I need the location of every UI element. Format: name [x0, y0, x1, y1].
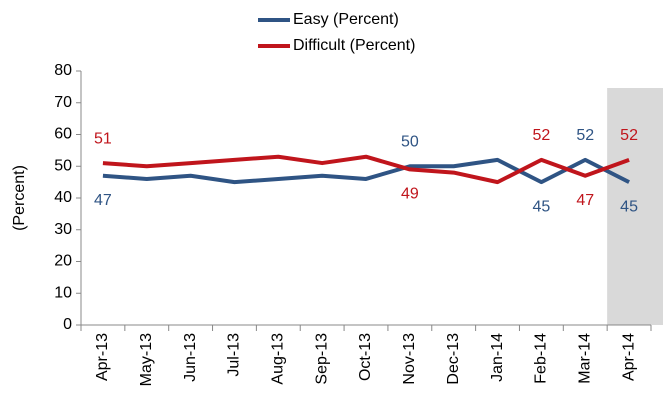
- x-tick-label: Apr-13: [94, 333, 111, 381]
- data-label: 45: [620, 198, 638, 215]
- y-tick-label: 50: [54, 157, 72, 174]
- y-axis-label: (Percent): [11, 165, 28, 231]
- x-tick-label: Mar-14: [576, 333, 593, 384]
- series-line: [102, 154, 630, 185]
- x-tick-label: Jan-14: [489, 333, 506, 382]
- y-tick-label: 0: [63, 316, 72, 333]
- y-tick-label: 20: [54, 253, 72, 270]
- data-label: 52: [532, 127, 550, 144]
- y-tick-label: 80: [54, 62, 72, 79]
- y-tick-label: 70: [54, 94, 72, 111]
- data-label: 52: [576, 127, 594, 144]
- data-label: 51: [94, 130, 112, 147]
- x-tick-label: Dec-13: [445, 333, 462, 385]
- data-label: 50: [401, 133, 419, 150]
- x-tick-label: Apr-14: [620, 333, 637, 381]
- series-line: [102, 157, 630, 185]
- x-tick-label: Oct-13: [357, 333, 374, 381]
- y-tick-label: 60: [54, 126, 72, 143]
- data-label: 47: [576, 192, 594, 209]
- y-tick-label: 30: [54, 221, 72, 238]
- x-tick-label: Aug-13: [270, 333, 287, 385]
- y-tick-label: 10: [54, 284, 72, 301]
- x-tick-label: Sep-13: [313, 333, 330, 385]
- x-tick-label: May-13: [138, 333, 155, 386]
- data-label: 52: [620, 127, 638, 144]
- x-tick-label: Nov-13: [401, 333, 418, 385]
- data-label: 49: [401, 186, 419, 203]
- highlight-band: [607, 88, 663, 325]
- y-tick-label: 40: [54, 189, 72, 206]
- legend-item: Difficult (Percent): [258, 37, 415, 54]
- x-tick-label: Jun-13: [182, 333, 199, 382]
- legend-label: Easy (Percent): [293, 11, 399, 28]
- data-label: 45: [532, 198, 550, 215]
- legend-item: Easy (Percent): [258, 11, 399, 28]
- x-tick-label: Feb-14: [533, 333, 550, 384]
- legend-label: Difficult (Percent): [293, 37, 415, 54]
- x-tick-label: Jul-13: [226, 333, 243, 377]
- data-label: 47: [94, 192, 112, 209]
